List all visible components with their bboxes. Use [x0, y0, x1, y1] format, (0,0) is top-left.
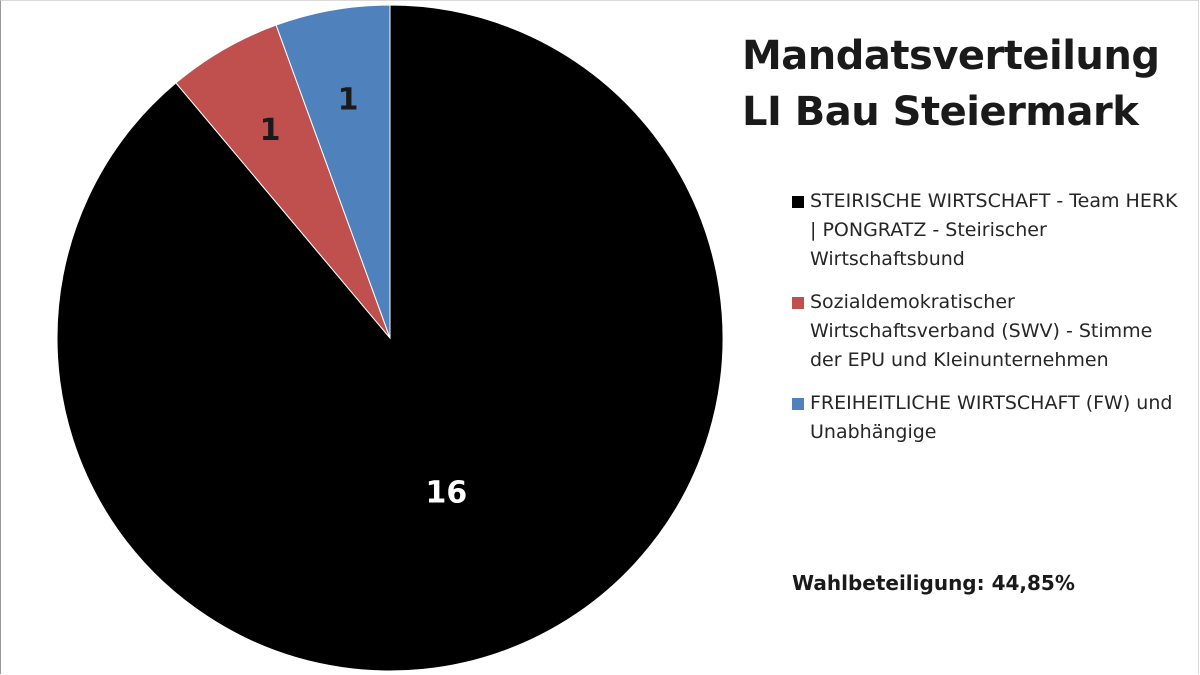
chart-title-line-1: Mandatsverteilung [742, 33, 1160, 79]
pie-value-label-steirische-wirtschaft: 16 [426, 475, 468, 510]
legend-label-swv: Sozialdemokratischer Wirtschaftsverband … [810, 291, 1153, 371]
legend-label-fw: FREIHEITLICHE WIRTSCHAFT (FW) und Unabhä… [810, 392, 1173, 443]
chart-title-line-2: LI Bau Steiermark [742, 89, 1139, 135]
pie-value-label-fw: 1 [338, 83, 359, 118]
legend-swatch-steirische-wirtschaft [792, 196, 804, 208]
chart-title: Mandatsverteilung LI Bau Steiermark [742, 28, 1192, 140]
legend-swatch-fw [792, 398, 804, 410]
pie-slice-fw [275, 4, 391, 339]
pie-slices [56, 4, 724, 672]
legend-label-steirische-wirtschaft: STEIRISCHE WIRTSCHAFT - Team HERK | PONG… [810, 190, 1178, 270]
legend-item-fw: FREIHEITLICHE WIRTSCHAFT (FW) und Unabhä… [792, 389, 1187, 447]
legend-swatch-swv [792, 297, 804, 309]
pie-value-label-swv: 1 [260, 113, 281, 148]
turnout-text: Wahlbeteiligung: 44,85% [792, 571, 1075, 595]
legend-item-swv: Sozialdemokratischer Wirtschaftsverband … [792, 288, 1187, 375]
chart-legend: STEIRISCHE WIRTSCHAFT - Team HERK | PONG… [792, 187, 1187, 461]
legend-item-steirische-wirtschaft: STEIRISCHE WIRTSCHAFT - Team HERK | PONG… [792, 187, 1187, 274]
